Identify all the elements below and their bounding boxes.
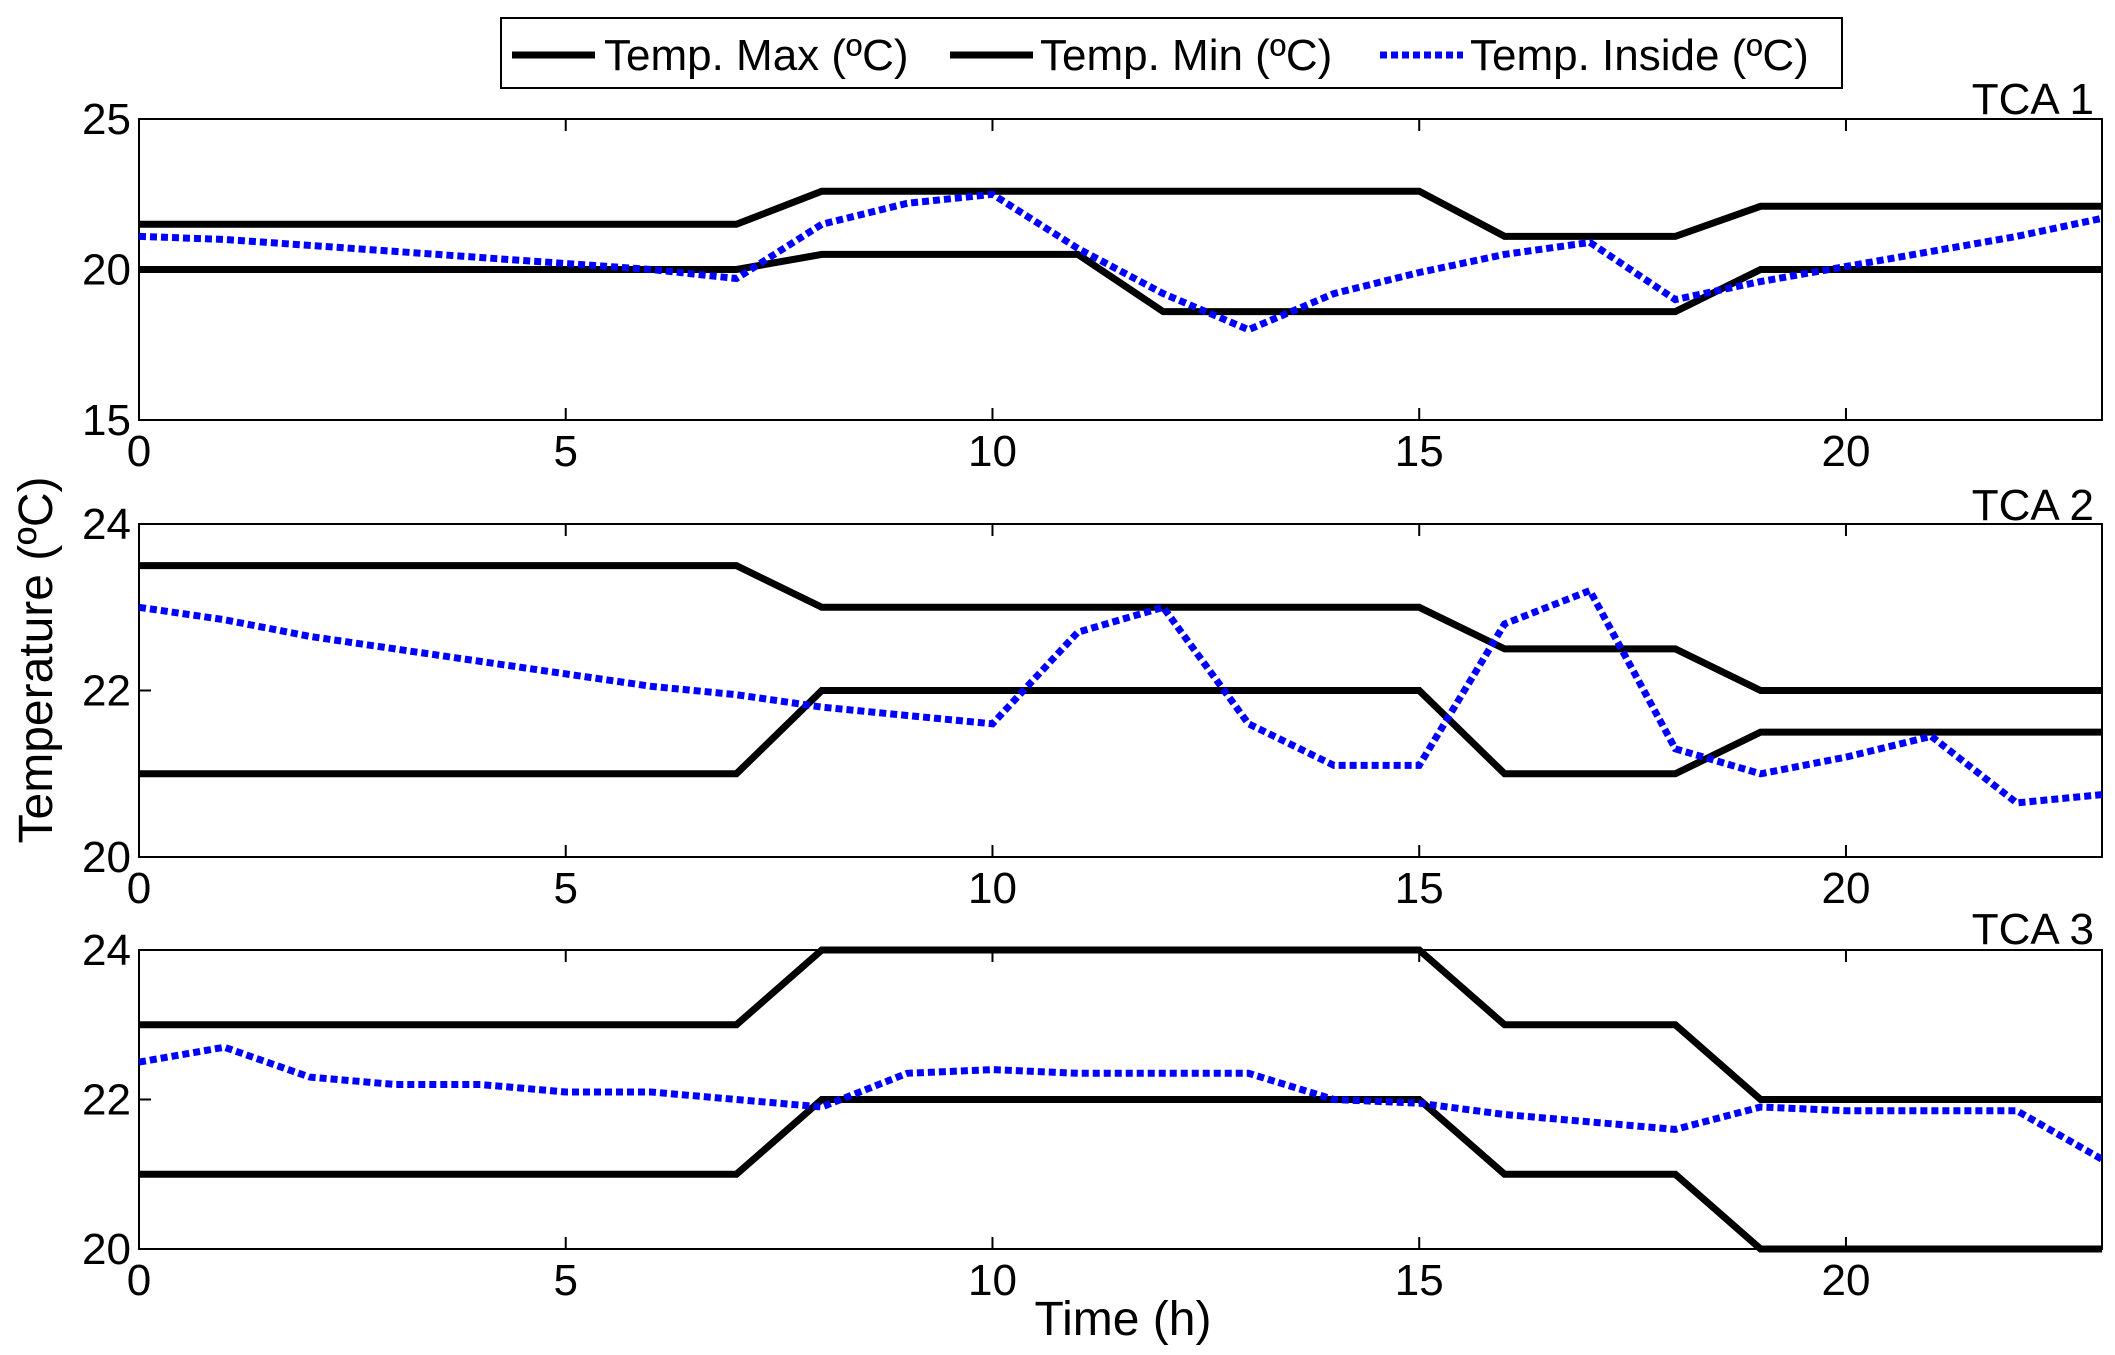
x-tick-label-tca3-5: 5 <box>553 1256 577 1305</box>
x-tick-label-tca1-10: 10 <box>968 427 1017 476</box>
series-line-max-tca2 <box>139 562 2102 694</box>
panel-tca3: 0 5 10 15 20 20 22 24 <box>82 926 2103 1305</box>
x-tick-label-tca1-20: 20 <box>1821 427 1870 476</box>
y-tick-label-tca2-20: 20 <box>82 833 131 882</box>
x-tick-label-tca2-5: 5 <box>553 864 577 913</box>
series-line-inside-tca2 <box>139 586 2102 807</box>
y-tick-label-tca3-20: 20 <box>82 1225 131 1274</box>
series-line-max-tca3 <box>139 946 2102 1103</box>
x-tick-label-tca2-10: 10 <box>968 864 1017 913</box>
y-axis-title: Temperature (ºC) <box>10 477 63 844</box>
x-tick-label-tca3-0: 0 <box>127 1256 151 1305</box>
x-tick-label-tca3-15: 15 <box>1395 1256 1444 1305</box>
series-line-inside-tca1 <box>139 190 2102 334</box>
y-tick-label-tca3-24: 24 <box>82 926 131 975</box>
y-tick-label-tca1-25: 25 <box>82 95 131 144</box>
x-tick-label-tca1-15: 15 <box>1395 427 1444 476</box>
x-axis-title: Time (h) <box>1035 1293 1212 1346</box>
legend: Temp. Max (ºC) Temp. Min (ºC) Temp. Insi… <box>500 17 1843 89</box>
legend-box <box>500 17 1843 89</box>
series-line-inside-tca3 <box>139 1043 2102 1163</box>
x-tick-label-tca3-10: 10 <box>968 1256 1017 1305</box>
y-tick-label-tca3-22: 22 <box>82 1076 131 1125</box>
series-line-min-tca1 <box>139 250 2102 316</box>
x-tick-label-tca3-20: 20 <box>1821 1256 1870 1305</box>
panel-title-tca1: TCA 1 <box>1972 75 2094 124</box>
y-tick-label-tca1-15: 15 <box>82 396 131 445</box>
panel-title-tca2: TCA 2 <box>1972 481 2094 530</box>
panel-tca1: 0 5 10 15 20 15 20 25 <box>82 95 2103 476</box>
x-tick-label-tca2-15: 15 <box>1395 864 1444 913</box>
x-tick-label-tca2-20: 20 <box>1821 864 1870 913</box>
series-line-min-tca2 <box>139 687 2102 778</box>
legend-label-min: Temp. Min (ºC) <box>1040 31 1332 80</box>
y-tick-label-tca1-20: 20 <box>82 246 131 295</box>
x-tick-label-tca1-0: 0 <box>127 427 151 476</box>
series-line-min-tca3 <box>139 1096 2102 1253</box>
x-tick-label-tca2-0: 0 <box>127 864 151 913</box>
panel-tca2: 0 5 10 15 20 20 22 24 <box>82 500 2103 913</box>
panel-title-tca3: TCA 3 <box>1972 905 2094 954</box>
series-line-max-tca1 <box>139 187 2102 240</box>
legend-label-inside: Temp. Inside (ºC) <box>1470 31 1809 80</box>
legend-label-max: Temp. Max (ºC) <box>604 31 909 80</box>
y-tick-label-tca2-24: 24 <box>82 500 131 549</box>
x-tick-label-tca1-5: 5 <box>553 427 577 476</box>
y-tick-label-tca2-22: 22 <box>82 667 131 716</box>
